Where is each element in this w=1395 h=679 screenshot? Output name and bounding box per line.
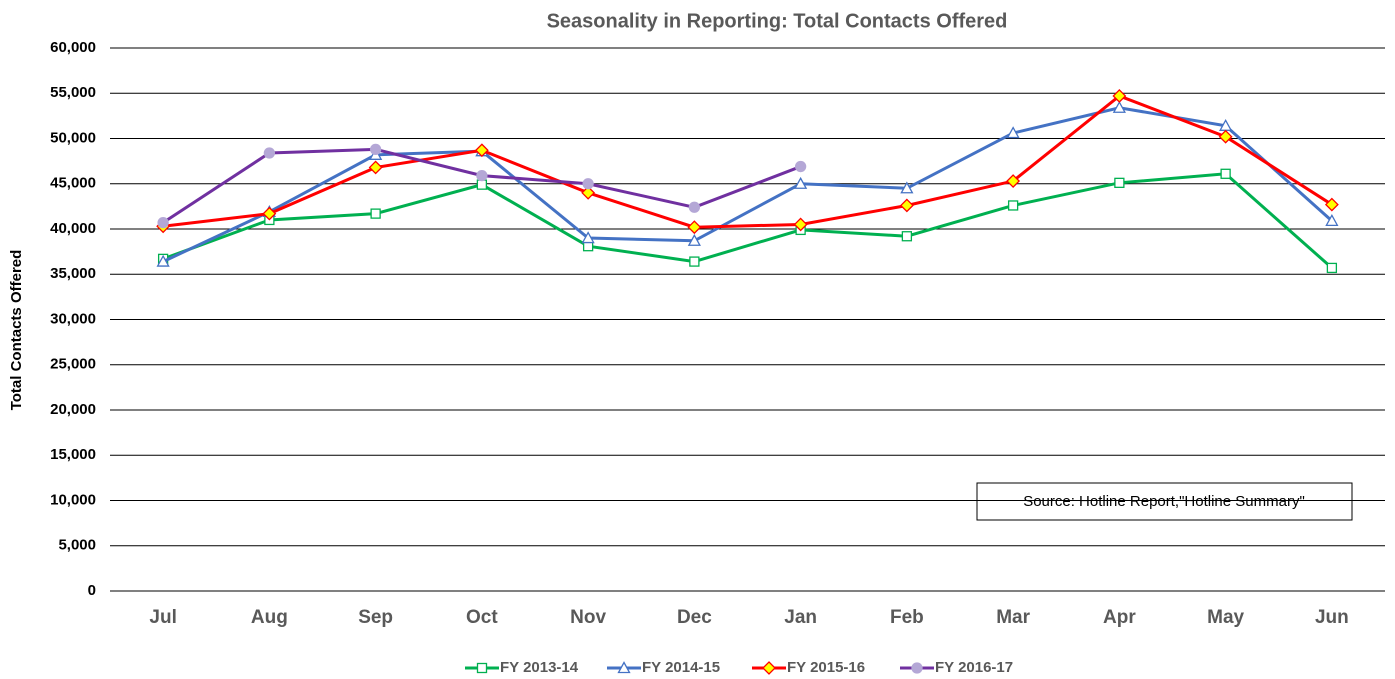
- y-tick-label: 25,000: [50, 356, 96, 373]
- x-tick-label: Nov: [570, 607, 606, 628]
- data-point: [794, 160, 807, 173]
- x-tick-label: Oct: [466, 607, 498, 628]
- data-point: [368, 160, 383, 175]
- annotation-box: [976, 482, 1353, 521]
- y-tick-label: 55,000: [50, 84, 96, 101]
- legend-marker: [617, 661, 631, 674]
- data-point: [793, 217, 808, 232]
- legend-label: FY 2013-14: [500, 659, 579, 676]
- data-point: [582, 178, 594, 190]
- data-point: [1326, 262, 1338, 274]
- data-point: [476, 169, 488, 182]
- legend-marker: [762, 661, 776, 675]
- data-point: [899, 198, 914, 213]
- x-tick-label: Dec: [677, 607, 712, 628]
- x-tick-label: Mar: [996, 607, 1030, 628]
- x-tick-label: May: [1207, 607, 1244, 628]
- legend-label: FY 2014-15: [642, 659, 720, 676]
- data-point: [369, 143, 382, 156]
- data-point: [1114, 177, 1125, 188]
- data-point: [1006, 174, 1021, 188]
- legend-label: FY 2015-16: [787, 659, 865, 676]
- x-tick-label: Jun: [1315, 607, 1349, 628]
- chart-title: Seasonality in Reporting: Total Contacts…: [547, 10, 1008, 32]
- data-point: [1324, 197, 1339, 212]
- x-tick-label: Feb: [890, 607, 924, 628]
- y-tick-label: 10,000: [50, 491, 96, 508]
- y-tick-label: 40,000: [50, 220, 96, 237]
- legend-label: FY 2016-17: [935, 659, 1013, 676]
- y-tick-label: 50,000: [50, 129, 96, 146]
- data-point: [581, 185, 596, 200]
- data-point: [901, 231, 913, 242]
- data-point: [687, 220, 702, 235]
- data-point: [262, 206, 277, 221]
- data-point: [687, 233, 701, 246]
- y-tick-label: 35,000: [50, 265, 96, 282]
- data-point: [581, 231, 595, 244]
- legend-marker: [476, 662, 488, 674]
- data-point: [900, 181, 914, 194]
- data-point: [370, 208, 381, 219]
- x-tick-label: Jan: [784, 607, 817, 628]
- y-tick-label: 5,000: [58, 537, 96, 554]
- y-axis-label: Total Contacts Offered: [8, 250, 25, 411]
- series-line: [162, 94, 1333, 229]
- legend-marker: [911, 662, 923, 674]
- data-point: [1112, 100, 1126, 113]
- data-point: [474, 143, 489, 158]
- x-tick-label: Aug: [251, 607, 288, 628]
- series-line: [162, 172, 1333, 270]
- series-line: [162, 106, 1333, 263]
- data-point: [1006, 126, 1020, 139]
- data-point: [1325, 214, 1339, 227]
- data-point: [689, 256, 700, 267]
- data-point: [263, 147, 276, 159]
- data-point: [1220, 168, 1231, 179]
- x-tick-label: Sep: [358, 607, 393, 628]
- annotation: Source: Hotline Report,"Hotline Summary": [1023, 493, 1305, 510]
- data-point: [1007, 200, 1019, 211]
- x-tick-label: Jul: [149, 607, 176, 628]
- data-point: [794, 176, 808, 189]
- y-tick-label: 60,000: [50, 39, 96, 56]
- y-tick-label: 45,000: [50, 175, 96, 192]
- y-tick-label: 20,000: [50, 401, 96, 418]
- y-tick-label: 0: [88, 582, 96, 599]
- data-point: [1218, 129, 1233, 144]
- y-tick-label: 30,000: [50, 310, 96, 327]
- data-point: [1112, 89, 1127, 103]
- data-point: [157, 217, 169, 229]
- y-tick-label: 15,000: [50, 446, 96, 463]
- data-point: [476, 179, 488, 190]
- x-tick-label: Apr: [1103, 607, 1136, 628]
- data-point: [156, 254, 170, 267]
- data-point: [688, 201, 701, 213]
